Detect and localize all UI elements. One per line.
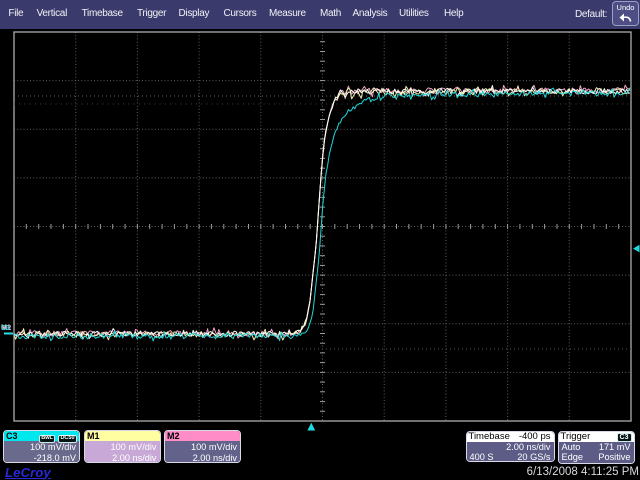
svg-text:M2: M2	[2, 325, 12, 332]
svg-text:M1: M1	[1, 325, 11, 332]
svg-text:C3: C3	[1, 325, 10, 332]
